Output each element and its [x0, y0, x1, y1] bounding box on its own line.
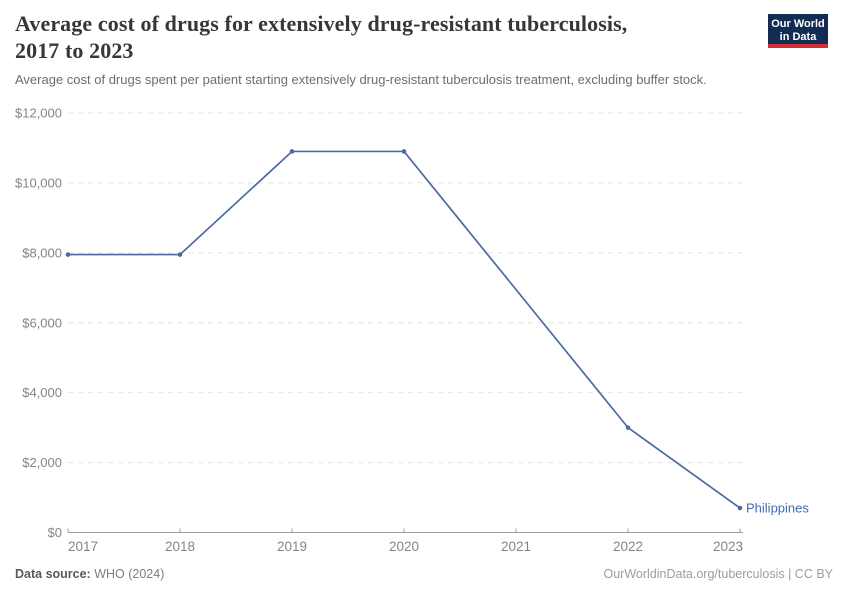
x-axis-tick-label: 2023 [713, 539, 743, 554]
owid-logo[interactable]: Our World in Data [768, 14, 828, 48]
y-axis-tick-label: $4,000 [22, 385, 62, 400]
data-point[interactable] [177, 252, 183, 257]
data-point[interactable] [625, 425, 631, 430]
x-axis-tick-label: 2019 [277, 539, 307, 554]
page-title: Average cost of drugs for extensively dr… [15, 11, 760, 64]
data-point[interactable] [65, 252, 71, 257]
series-line [68, 150, 741, 509]
data-point[interactable] [737, 505, 743, 511]
x-axis-tick-label: 2021 [501, 539, 531, 554]
y-axis-tick-label: $2,000 [22, 455, 62, 470]
title-line-1: Average cost of drugs for extensively dr… [15, 11, 628, 36]
y-axis-tick-label: $0 [48, 525, 62, 540]
data-point[interactable] [401, 149, 407, 154]
y-axis-tick-label: $8,000 [22, 245, 62, 260]
title-line-2: 2017 to 2023 [15, 37, 134, 63]
data-source-label: Data source: [15, 567, 91, 581]
attribution-link[interactable]: OurWorldinData.org/tuberculosis | CC BY [603, 567, 834, 581]
chart-subtitle: Average cost of drugs spent per patient … [15, 72, 707, 87]
y-axis-tick-label: $12,000 [15, 106, 62, 121]
x-axis-tick-label: 2018 [165, 539, 195, 554]
owid-logo-line-1: Our World [771, 18, 825, 30]
data-source-value: WHO (2024) [94, 567, 165, 581]
y-axis-tick-label: $6,000 [22, 315, 62, 330]
series-entity-label[interactable]: Philippines [746, 501, 809, 516]
data-point[interactable] [289, 149, 295, 154]
x-axis-tick-label: 2022 [613, 539, 643, 554]
owid-logo-line-2: in Data [779, 31, 817, 43]
y-axis-tick-label: $10,000 [15, 175, 62, 190]
data-source-note: Data source: WHO (2024) [15, 567, 164, 581]
x-axis-tick-label: 2020 [389, 539, 419, 554]
x-axis-tick-label: 2017 [68, 539, 98, 554]
